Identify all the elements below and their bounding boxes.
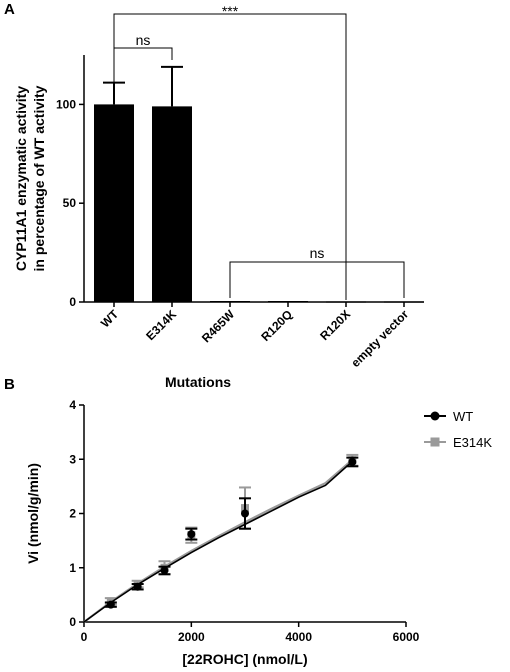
significance-label-3: ns — [310, 245, 325, 261]
panel-a-y-tick-label: 100 — [56, 97, 76, 111]
category-label-wt: WT — [98, 307, 122, 331]
bar-e314k — [152, 106, 192, 302]
data-point-wt — [241, 509, 249, 518]
panel-b-y-tick-label: 0 — [69, 615, 76, 629]
panel-b-y-tick-label: 2 — [69, 507, 76, 521]
significance-bracket-1 — [113, 47, 173, 60]
panel-a-xlabel: Mutations — [165, 374, 231, 390]
bar-r465w — [210, 301, 250, 303]
panel-a-bar-chart: A CYP11A1 enzymatic activity in percenta… — [4, 1, 424, 390]
significance-label-1: ns — [136, 32, 151, 48]
panel-b-y-tick-label: 1 — [69, 561, 76, 575]
category-label-r120q: R120Q — [258, 307, 295, 344]
data-point-wt — [160, 566, 169, 575]
panel-a-y-tick-label: 50 — [63, 196, 77, 210]
data-point-wt — [133, 582, 142, 591]
panel-a-ylabel-line-2: in percentage of WT activity — [31, 85, 47, 271]
panel-b-y-tick-label: 4 — [69, 398, 76, 412]
panel-b-x-tick-label: 2000 — [178, 630, 205, 644]
panel-b-x-tick-label: 6000 — [393, 630, 420, 644]
legend-label-wt: WT — [453, 409, 473, 424]
panel-a-y-tick-label: 0 — [69, 295, 76, 309]
category-label-e314k: E314K — [143, 307, 179, 343]
panel-b-y-tick-label: 3 — [69, 452, 76, 466]
bar-r120q — [268, 301, 308, 303]
bar-wt — [94, 104, 134, 303]
data-point-wt — [187, 530, 196, 539]
category-label-r465w: R465W — [199, 307, 238, 346]
significance-bracket-3 — [229, 261, 405, 298]
panel-b-ylabel: Vi (nmol/g/min) — [25, 463, 41, 564]
category-label-empty-vector: empty vector — [348, 307, 411, 370]
fit-curve-e314k — [83, 458, 354, 623]
legend-marker-wt — [430, 411, 440, 421]
panel-b-legend: WT E314K — [424, 409, 492, 450]
fit-curve-wt — [83, 460, 353, 623]
panel-b-xlabel: [22ROHC] (nmol/L) — [182, 651, 307, 667]
significance-bracket-2 — [113, 13, 347, 300]
data-point-wt — [106, 600, 115, 609]
panel-b-x-tick-label: 4000 — [285, 630, 312, 644]
panel-b-kinetics-chart: B Vi (nmol/g/min) [22ROHC] (nmol/L) 0 1 2 3… — [4, 376, 492, 667]
panel-letter-b: B — [4, 376, 15, 393]
data-point-wt — [348, 457, 357, 466]
panel-b-x-tick-label: 0 — [81, 630, 88, 644]
category-label-r120x: R120X — [317, 307, 353, 343]
panel-letter-a: A — [4, 1, 15, 18]
significance-label-2: *** — [222, 3, 239, 19]
panel-a-ylabel-line-1: CYP11A1 enzymatic activity — [13, 86, 29, 271]
legend-marker-e314k — [430, 437, 440, 447]
legend-label-e314k: E314K — [453, 435, 492, 450]
